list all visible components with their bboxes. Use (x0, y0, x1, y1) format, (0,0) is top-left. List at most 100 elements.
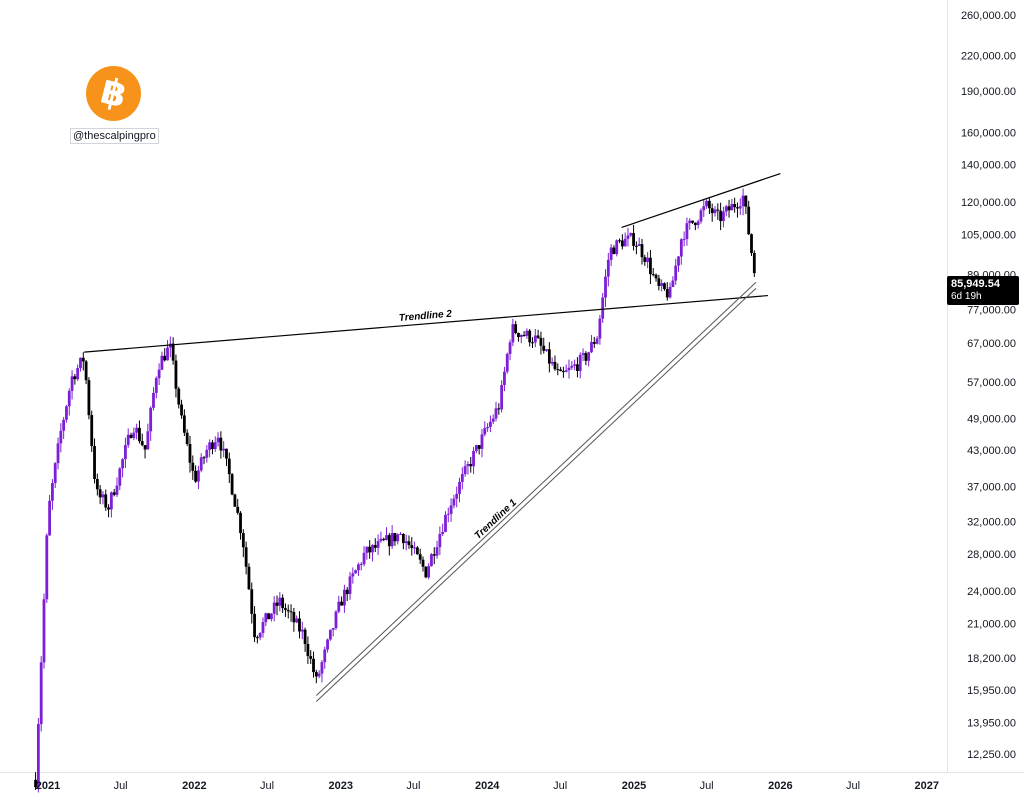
candle-body (253, 613, 256, 638)
trendline-1-line[interactable] (315, 288, 757, 702)
candle-body (626, 235, 630, 239)
candle-body (463, 466, 467, 475)
candle-body (435, 547, 439, 556)
candle-body (477, 445, 481, 449)
candle-body (62, 419, 66, 431)
candle-body (382, 538, 386, 540)
candle-body (480, 434, 484, 449)
bar-countdown: 6d 19h (951, 291, 982, 302)
candle-body (699, 210, 703, 222)
price-tick-label: 67,000.00 (967, 338, 1016, 350)
candle-body (674, 265, 678, 281)
candle-body (500, 385, 504, 410)
candle-body (42, 599, 46, 663)
candle-body (612, 247, 616, 255)
candle-body (138, 427, 141, 442)
candle-body (244, 547, 248, 567)
candle-body (438, 534, 442, 548)
candle-body (264, 613, 268, 623)
candle-body (202, 457, 206, 459)
candle-body (275, 602, 279, 606)
candle-body (654, 274, 658, 279)
candle-body (79, 357, 82, 369)
candle-body (556, 369, 560, 371)
candle-body (545, 349, 548, 351)
price-tick-label: 13,950.00 (967, 717, 1016, 729)
candle-body (646, 257, 650, 262)
candle-body (559, 369, 562, 372)
candle-body (90, 415, 94, 446)
candle-body (387, 535, 391, 547)
channel-top-line[interactable] (621, 172, 781, 229)
candle-body (677, 256, 680, 266)
candle-body (194, 470, 197, 482)
candle-body (337, 601, 341, 612)
candle-body (188, 444, 192, 463)
candle-body (390, 533, 394, 547)
price-tick-label: 57,000.00 (967, 377, 1016, 389)
candle-body (519, 334, 523, 338)
candle-body (317, 673, 321, 677)
watermark-handle: @thescalpingpro (70, 128, 159, 144)
candle-body (93, 445, 96, 479)
candle-body (236, 506, 240, 513)
candle-body (744, 195, 748, 207)
candle-body (67, 390, 71, 407)
candle-body (146, 431, 150, 450)
candle-body (309, 656, 313, 659)
candle-body (671, 280, 675, 287)
candle-body (239, 512, 242, 534)
candle-body (109, 492, 113, 510)
last-price-value: 85,949.54 (951, 278, 1000, 290)
candle-body (267, 613, 270, 620)
candle-body (632, 233, 635, 246)
candle-body (615, 240, 619, 255)
candle-body (716, 209, 720, 211)
candle-body (533, 335, 537, 343)
candle-body (606, 259, 610, 277)
candle-body (488, 421, 492, 427)
candle-body (413, 547, 416, 549)
candle-body (705, 200, 708, 207)
candle-body (34, 779, 37, 788)
candle-body (328, 629, 332, 640)
candle-body (536, 335, 540, 338)
candle-body (36, 724, 40, 788)
candle-body (517, 333, 520, 338)
candle-body (292, 612, 296, 623)
candle-body (219, 437, 223, 451)
trendline-1-line[interactable] (315, 282, 757, 696)
candle-body (354, 570, 358, 574)
candle-body (306, 644, 310, 657)
candle-body (634, 245, 638, 247)
candle-body (76, 368, 80, 380)
candle-body (166, 347, 169, 361)
candle-body (230, 474, 234, 495)
candle-body (112, 492, 116, 495)
candle-body (247, 566, 251, 590)
time-axis[interactable]: 2021 Jul 2022 Jul 2023 Jul 2024 Jul 2025 Jul 2026 J… (36, 780, 939, 792)
bitcoin-logo-icon: ฿ (86, 66, 141, 121)
candle-body (284, 608, 287, 610)
time-tick-label: 2022 (182, 780, 206, 792)
price-tick-label: 21,000.00 (967, 618, 1016, 630)
candle-body (227, 458, 231, 475)
trendline-2-line[interactable] (84, 294, 769, 353)
price-axis[interactable]: 260,000.00 220,000.00 190,000.00 160,000.00… (961, 10, 1016, 761)
candle-body (295, 618, 299, 623)
candle-body (152, 392, 155, 408)
candle-body (197, 470, 200, 482)
candle-body (707, 200, 711, 209)
candle-body (415, 547, 419, 555)
time-tick-label: 2023 (329, 780, 353, 792)
candle-body (637, 244, 641, 246)
candle-body (531, 342, 534, 344)
candle-body (396, 534, 400, 542)
candle-body (357, 564, 360, 571)
candle-body (371, 545, 374, 553)
candle-body (255, 637, 259, 639)
candle-body (663, 283, 666, 290)
candle-body (314, 672, 318, 677)
